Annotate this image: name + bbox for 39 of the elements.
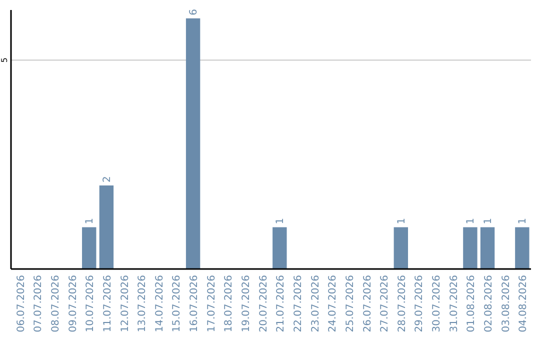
x-tick-label: 03.08.2026 — [500, 275, 512, 332]
x-tick-label: 04.08.2026 — [518, 275, 530, 332]
x-tick-label: 07.07.2026 — [33, 275, 44, 332]
x-tick-label: 26.07.2026 — [362, 275, 374, 332]
x-tick-label: 06.07.2026 — [16, 275, 27, 332]
x-tick-label: 22.07.2026 — [292, 275, 304, 332]
x-tick-label: 25.07.2026 — [344, 275, 356, 332]
x-tick-label: 10.07.2026 — [85, 275, 96, 332]
x-tick-label: 01.08.2026 — [466, 275, 478, 332]
x-tick-label: 13.07.2026 — [137, 275, 148, 332]
x-tick-label: 21.07.2026 — [276, 275, 287, 332]
data-label: 1 — [84, 218, 96, 224]
x-tick-label: 29.07.2026 — [414, 275, 426, 332]
x-tick-label: 23.07.2026 — [310, 275, 322, 332]
x-tick-label: 19.07.2026 — [241, 275, 252, 332]
x-tick-label: 11.07.2026 — [102, 275, 114, 332]
data-label: 1 — [275, 218, 286, 224]
x-tick-label: 28.07.2026 — [396, 275, 408, 332]
x-tick-label: 30.07.2026 — [432, 275, 443, 332]
data-label: 1 — [396, 218, 408, 224]
data-label: 1 — [483, 218, 494, 224]
x-tick-label: 14.07.2026 — [154, 275, 166, 332]
x-tick-label: 12.07.2026 — [120, 275, 131, 332]
x-tick-label: 24.07.2026 — [328, 275, 339, 332]
y-tick-label: 5 — [0, 58, 9, 63]
data-label: 1 — [466, 218, 477, 224]
x-tick-label: 15.07.2026 — [172, 275, 183, 332]
x-tick-label: 31.07.2026 — [448, 275, 460, 332]
x-tick-label: 17.07.2026 — [206, 275, 218, 332]
x-tick-label: 08.07.2026 — [50, 275, 62, 332]
x-tick-label: 16.07.2026 — [189, 275, 200, 332]
data-label: 1 — [518, 218, 529, 224]
data-label: 6 — [188, 8, 200, 16]
data-label: 2 — [102, 176, 113, 182]
x-tick-label: 02.08.2026 — [484, 275, 495, 332]
x-tick-label: 27.07.2026 — [380, 275, 391, 332]
x-tick-label: 18.07.2026 — [224, 275, 235, 332]
x-tick-label: 20.07.2026 — [258, 275, 270, 332]
x-tick-label: 09.07.2026 — [68, 275, 79, 332]
